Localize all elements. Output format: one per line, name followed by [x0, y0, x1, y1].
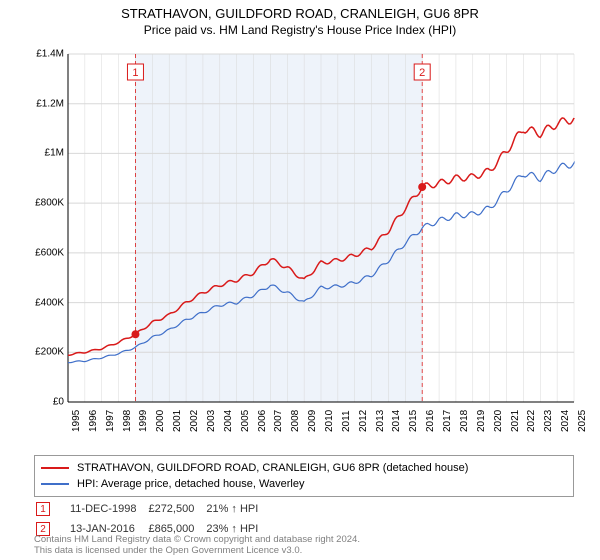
- chart-container: STRATHAVON, GUILDFORD ROAD, CRANLEIGH, G…: [0, 0, 600, 560]
- legend: STRATHAVON, GUILDFORD ROAD, CRANLEIGH, G…: [34, 455, 574, 497]
- y-axis-tick-label: £0: [53, 397, 64, 408]
- x-axis-tick-label: 1995: [71, 410, 82, 432]
- x-axis-tick-label: 2009: [307, 410, 318, 432]
- x-axis-tick-label: 2010: [324, 410, 335, 432]
- legend-label-property: STRATHAVON, GUILDFORD ROAD, CRANLEIGH, G…: [77, 462, 468, 474]
- legend-swatch-hpi: [41, 483, 69, 485]
- x-axis-tick-label: 2003: [206, 410, 217, 432]
- svg-text:2: 2: [419, 67, 425, 79]
- x-axis-tick-label: 2008: [290, 410, 301, 432]
- y-axis-tick-label: £1M: [45, 148, 64, 159]
- y-axis-tick-label: £400K: [35, 297, 64, 308]
- footer-line2: This data is licensed under the Open Gov…: [34, 545, 360, 556]
- x-axis-tick-label: 1997: [105, 410, 116, 432]
- x-axis-tick-label: 2005: [240, 410, 251, 432]
- x-axis-tick-label: 2016: [425, 410, 436, 432]
- x-axis-tick-label: 2024: [560, 410, 571, 432]
- title-block: STRATHAVON, GUILDFORD ROAD, CRANLEIGH, G…: [0, 0, 600, 37]
- x-axis-tick-label: 2007: [273, 410, 284, 432]
- x-axis-tick-label: 2021: [510, 410, 521, 432]
- title-line2: Price paid vs. HM Land Registry's House …: [0, 23, 600, 37]
- y-axis-tick-label: £1.2M: [36, 98, 64, 109]
- x-axis-tick-label: 2023: [543, 410, 554, 432]
- y-axis-tick-label: £600K: [35, 247, 64, 258]
- svg-text:1: 1: [132, 67, 138, 79]
- legend-label-hpi: HPI: Average price, detached house, Wave…: [77, 478, 304, 490]
- x-axis-tick-label: 2012: [358, 410, 369, 432]
- legend-swatch-property: [41, 467, 69, 469]
- marker-row: 1 11-DEC-1998 £272,500 21% ↑ HPI: [36, 500, 268, 518]
- marker-price: £272,500: [148, 500, 204, 518]
- legend-row-hpi: HPI: Average price, detached house, Wave…: [41, 476, 567, 492]
- marker-date: 11-DEC-1998: [70, 500, 146, 518]
- x-axis-tick-label: 2015: [408, 410, 419, 432]
- x-axis-tick-label: 1999: [138, 410, 149, 432]
- x-axis-tick-label: 2025: [577, 410, 588, 432]
- x-axis-tick-label: 1996: [88, 410, 99, 432]
- x-axis-tick-label: 2011: [341, 410, 352, 432]
- chart-plot-area: 12: [50, 48, 580, 428]
- chart-svg: 12: [50, 48, 580, 428]
- x-axis-tick-label: 2017: [442, 410, 453, 432]
- x-axis-tick-label: 2020: [493, 410, 504, 432]
- legend-row-property: STRATHAVON, GUILDFORD ROAD, CRANLEIGH, G…: [41, 460, 567, 476]
- x-axis-tick-label: 2019: [476, 410, 487, 432]
- x-axis-tick-label: 2001: [172, 410, 183, 432]
- x-axis-tick-label: 2006: [257, 410, 268, 432]
- x-axis-tick-label: 2000: [155, 410, 166, 432]
- marker-note: 21% ↑ HPI: [206, 500, 268, 518]
- x-axis-tick-label: 2004: [223, 410, 234, 432]
- x-axis-tick-label: 2013: [375, 410, 386, 432]
- footer: Contains HM Land Registry data © Crown c…: [34, 534, 360, 557]
- x-axis-tick-label: 2018: [459, 410, 470, 432]
- y-axis-tick-label: £1.4M: [36, 49, 64, 60]
- footer-line1: Contains HM Land Registry data © Crown c…: [34, 534, 360, 545]
- y-axis-tick-label: £800K: [35, 198, 64, 209]
- x-axis-tick-label: 1998: [122, 410, 133, 432]
- x-axis-tick-label: 2022: [526, 410, 537, 432]
- marker-badge-1: 1: [36, 502, 50, 516]
- y-axis-tick-label: £200K: [35, 347, 64, 358]
- title-line1: STRATHAVON, GUILDFORD ROAD, CRANLEIGH, G…: [0, 6, 600, 21]
- x-axis-tick-label: 2014: [391, 410, 402, 432]
- x-axis-tick-label: 2002: [189, 410, 200, 432]
